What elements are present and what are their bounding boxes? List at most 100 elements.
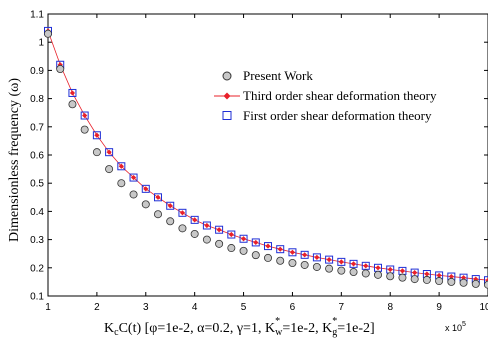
point-fsdt [117,162,126,171]
point-tsdt [302,252,308,258]
point-tsdt [82,112,88,119]
y-tick-label: 1.1 [30,10,44,21]
point-present-work [141,200,150,209]
x-tick-label: 9 [436,302,442,313]
x-tick-label: 5 [241,302,247,313]
point-present-work [288,259,297,268]
point-fsdt [288,248,297,257]
point-present-work [410,275,419,284]
point-present-work [251,251,260,260]
point-tsdt [179,210,186,216]
point-fsdt [190,215,199,224]
legend-label-present-work: Present Work [243,68,313,83]
point-tsdt [424,271,430,277]
y-tick-label: 1 [38,38,44,49]
point-present-work [300,260,309,269]
point-tsdt [375,265,381,271]
point-present-work [239,246,248,255]
point-fsdt [68,88,77,97]
point-present-work [263,253,272,262]
point-tsdt [326,257,332,263]
x-label-mid: =1e-2, K [282,321,332,336]
point-tsdt [350,261,357,267]
point-fsdt [276,245,285,254]
point-present-work [56,64,65,73]
x-label-end: =1e-2] [337,321,374,336]
point-present-work [386,272,395,281]
point-fsdt [361,261,370,270]
point-present-work [325,264,334,273]
legend: Present Work Third order shear deformati… [214,68,437,123]
point-present-work [227,244,236,253]
y-tick-label: 0.2 [30,263,44,274]
point-present-work [349,268,358,277]
point-tsdt [69,90,76,96]
point-present-work [117,179,126,188]
x-tick-label: 4 [192,302,198,313]
point-present-work [361,269,370,278]
point-present-work [190,229,199,238]
point-fsdt [202,221,211,230]
y-tick-label: 0.1 [30,292,44,303]
point-fsdt [178,208,187,217]
point-present-work [178,224,187,233]
point-present-work [447,277,456,286]
x-label-c-sub: c [114,327,119,338]
point-present-work [337,266,346,275]
point-fsdt [325,255,334,264]
point-fsdt [141,184,150,193]
point-present-work [153,210,162,219]
x-label-w-sup: * [275,316,280,327]
point-present-work [44,29,53,38]
x-axis-label: KcC(t) [φ=1e-2, α=0.2, γ=1, K* w=1e-2, K*… [104,316,375,338]
point-fsdt [300,250,309,259]
point-present-work [92,148,101,157]
point-present-work [166,217,175,226]
y-tick-label: 0.4 [30,207,44,218]
x-label-w-sub: w [275,327,283,338]
point-present-work [202,235,211,244]
point-tsdt [363,263,369,269]
point-tsdt [143,186,149,192]
point-fsdt [312,253,321,262]
point-tsdt [204,222,210,229]
point-tsdt [167,203,173,209]
point-tsdt [106,149,112,155]
x-tick-label: 7 [339,302,345,313]
point-tsdt [314,254,320,260]
point-present-work [215,239,224,248]
y-axis-label: Dimensionless frequency (ω) [7,78,22,242]
point-present-work [80,125,89,134]
point-fsdt [80,111,89,120]
point-tsdt [240,236,247,242]
x-tick-label: 2 [94,302,100,313]
point-tsdt [155,194,161,200]
y-tick-label: 0.6 [30,151,44,162]
x-label-g-sub: g [332,327,337,338]
point-fsdt [92,131,101,140]
point-present-work [373,270,382,279]
point-fsdt [349,259,358,268]
legend-marker-tsdt [223,92,231,100]
point-fsdt [264,242,272,251]
svg-text:KcC(t) [φ=1e-2, α=0.2, γ=1, K: KcC(t) [φ=1e-2, α=0.2, γ=1, K* w=1e-2, K*… [104,316,375,338]
point-tsdt [436,272,442,279]
point-tsdt [192,217,198,223]
y-tick-label: 0.8 [30,94,44,105]
point-fsdt [154,193,162,202]
point-fsdt [215,225,224,234]
y-tick-label: 0.7 [30,122,44,133]
y-tick-label: 0.5 [30,179,44,190]
point-present-work [459,278,468,287]
point-tsdt [265,243,271,249]
legend-label-tsdt: Third order shear deformation theory [243,88,437,103]
point-present-work [129,190,138,199]
plot-area [47,13,488,297]
x-tick-label: 3 [143,302,149,313]
point-tsdt [412,269,418,276]
point-tsdt [216,227,222,233]
x-tick-label: 6 [290,302,296,313]
point-present-work [471,279,480,288]
point-fsdt [166,201,175,210]
point-fsdt [484,276,488,285]
